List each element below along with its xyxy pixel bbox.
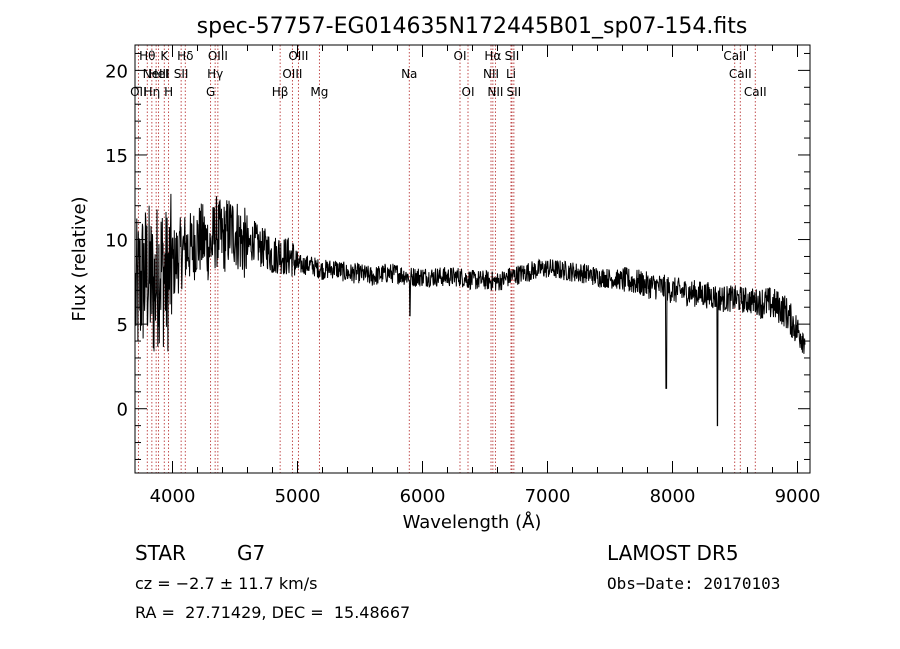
y-tick-label: 10 bbox=[105, 231, 128, 252]
object-subclass: G7 bbox=[237, 541, 266, 565]
y-tick-label: 20 bbox=[105, 61, 128, 82]
line-label: Hθ bbox=[139, 49, 155, 63]
axis-ticks: 4000 5000 6000 7000 8000 9000 0 5 10 15 20 bbox=[105, 45, 820, 507]
y-tick-label: 15 bbox=[105, 146, 128, 167]
y-tick-label: 5 bbox=[117, 315, 128, 336]
spectral-line-markers bbox=[137, 45, 756, 473]
x-tick-label: 5000 bbox=[275, 486, 321, 507]
object-class: STAR bbox=[135, 541, 186, 565]
line-label: Hβ bbox=[272, 85, 289, 99]
line-label: H bbox=[164, 85, 173, 99]
line-label: OII bbox=[130, 85, 147, 99]
line-label: OIII bbox=[208, 49, 228, 63]
line-label: OI bbox=[454, 49, 467, 63]
line-label: Li bbox=[506, 67, 516, 81]
redshift-cz: cz = −2.7 ± 11.7 km/s bbox=[135, 574, 318, 593]
line-label: OI bbox=[462, 85, 475, 99]
line-label: Hδ bbox=[177, 49, 193, 63]
x-axis-label: Wavelength (Å) bbox=[403, 511, 542, 533]
spectral-line-labels: OIIHθHηNeIIIKHeIHSIIHδGHγOIIIHβOIIIOIIIM… bbox=[130, 49, 767, 99]
line-label: Mg bbox=[310, 85, 328, 99]
line-label: SII bbox=[174, 67, 189, 81]
line-label: K bbox=[160, 49, 169, 63]
line-label: CaII bbox=[723, 49, 746, 63]
line-label: OIII bbox=[282, 67, 302, 81]
line-label: NII bbox=[487, 85, 503, 99]
line-label: OIII bbox=[288, 49, 308, 63]
line-label: NII bbox=[483, 67, 499, 81]
x-tick-label: 8000 bbox=[650, 486, 696, 507]
spectrum-series bbox=[135, 193, 806, 427]
line-label: Hα bbox=[484, 49, 501, 63]
line-label: HeI bbox=[149, 67, 169, 81]
y-tick-label: 0 bbox=[117, 400, 128, 421]
line-label: SII bbox=[507, 85, 522, 99]
x-tick-label: 7000 bbox=[525, 486, 571, 507]
line-label: CaII bbox=[744, 85, 767, 99]
x-tick-label: 6000 bbox=[400, 486, 446, 507]
line-label: G bbox=[206, 85, 215, 99]
chart-title: spec-57757-EG014635N172445B01_sp07-154.f… bbox=[197, 14, 748, 39]
line-label: Na bbox=[401, 67, 417, 81]
spectrum-line bbox=[135, 193, 806, 427]
x-tick-label: 9000 bbox=[775, 486, 821, 507]
line-label: Hη bbox=[144, 85, 161, 99]
observation-date: Obs−Date: 20170103 bbox=[607, 574, 781, 593]
line-label: Hγ bbox=[207, 67, 223, 81]
survey-name: LAMOST DR5 bbox=[607, 541, 739, 565]
x-tick-label: 4000 bbox=[150, 486, 196, 507]
line-label: SII bbox=[505, 49, 520, 63]
line-label: NeIII bbox=[143, 67, 170, 81]
y-axis-label: Flux (relative) bbox=[69, 196, 90, 321]
line-label: CaII bbox=[729, 67, 752, 81]
coordinates: RA = 27.71429, DEC = 15.48667 bbox=[135, 603, 411, 622]
